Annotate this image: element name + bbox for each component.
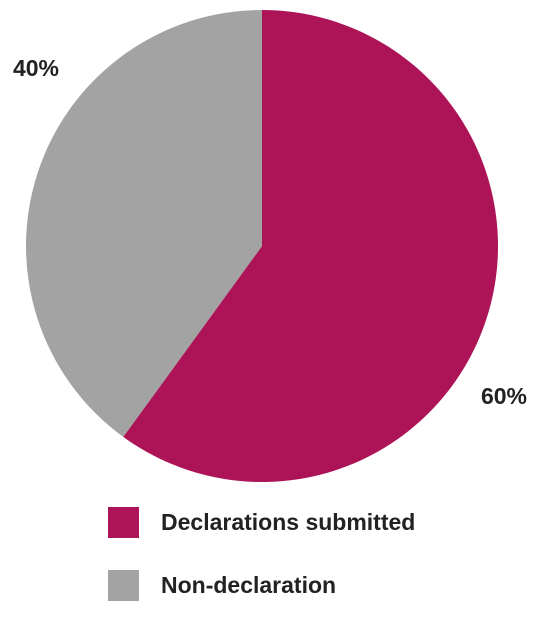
pie-slice-declarations-submitted (123, 10, 499, 482)
legend-label-declarations-submitted: Declarations submitted (161, 508, 416, 535)
slice-value-label-non-declaration: 40% (13, 55, 59, 81)
legend-label-non-declaration: Non-declaration (161, 571, 337, 598)
legend-swatch-non-declaration (108, 569, 139, 601)
pie-chart: 60% 40% (13, 10, 527, 482)
legend-item-non-declaration: Non-declaration (108, 567, 415, 603)
slice-value-label-declarations-submitted: 60% (481, 383, 527, 409)
legend: Declarations submitted Non-declaration (108, 504, 415, 630)
legend-swatch-declarations-submitted (108, 506, 139, 538)
pie-slice-non-declaration (26, 10, 263, 437)
legend-item-declarations-submitted: Declarations submitted (108, 504, 415, 540)
